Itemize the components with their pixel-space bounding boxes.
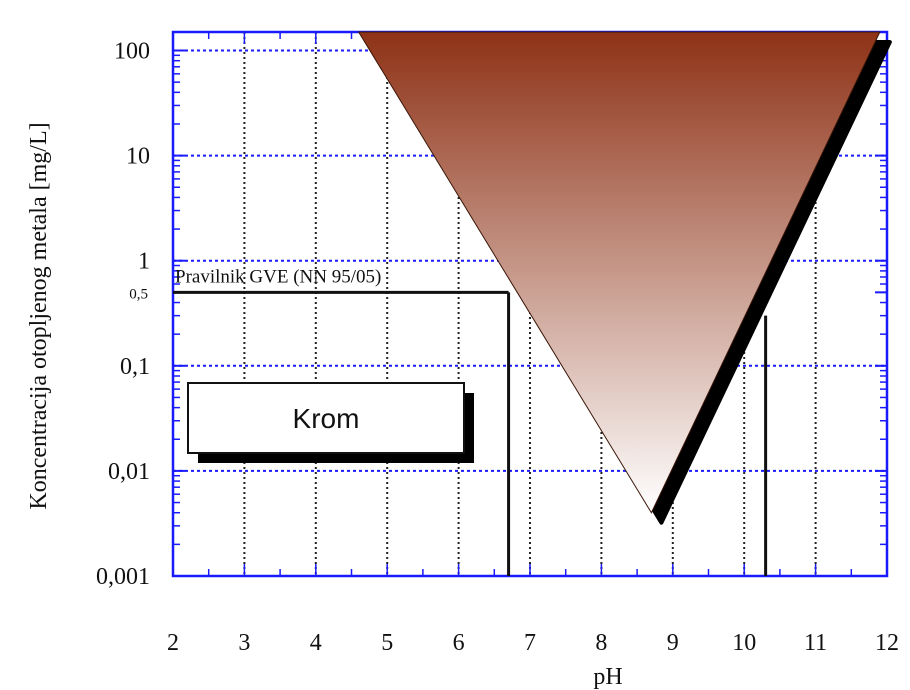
x-tick-label: 7: [524, 630, 536, 656]
y-tick-label: 0,001: [96, 564, 150, 590]
y-tick-label: 100: [114, 39, 150, 65]
series-area: [357, 31, 892, 525]
tick-labels: 2 3 4 5 6 7 8 9 10 11 12 100 10 1 0,5 0,1 0,01 0,001: [96, 39, 899, 656]
y-axis-title: Koncentracija otopljenog metala [mg/L]: [26, 122, 52, 509]
x-tick-label: 8: [595, 630, 607, 656]
x-tick-label: 4: [310, 630, 322, 656]
y-tick-label: 0,01: [108, 459, 150, 485]
x-tick-label: 11: [804, 630, 827, 656]
x-tick-label: 10: [732, 630, 756, 656]
x-tick-label: 2: [167, 630, 179, 656]
y-tick-label: 0,5: [129, 286, 148, 302]
x-tick-label: 5: [381, 630, 393, 656]
y-tick-label: 1: [138, 249, 150, 275]
y-tick-label: 0,1: [120, 354, 150, 380]
box-label: Krom: [293, 403, 360, 434]
box-frame: [187, 382, 465, 454]
x-tick-label: 3: [238, 630, 250, 656]
x-tick-label: 12: [875, 630, 899, 656]
series-area-polygon: [357, 31, 881, 514]
box-shadow: [198, 393, 474, 463]
x-tick-label: 9: [667, 630, 679, 656]
y-tick-label: 10: [126, 144, 150, 170]
annotations: Pravilnik GVE (NN 95/05) Krom: [173, 266, 768, 576]
x-tick-label: 6: [453, 630, 465, 656]
limit-label: Pravilnik GVE (NN 95/05): [175, 266, 381, 287]
x-axis-title: pH: [593, 664, 622, 690]
